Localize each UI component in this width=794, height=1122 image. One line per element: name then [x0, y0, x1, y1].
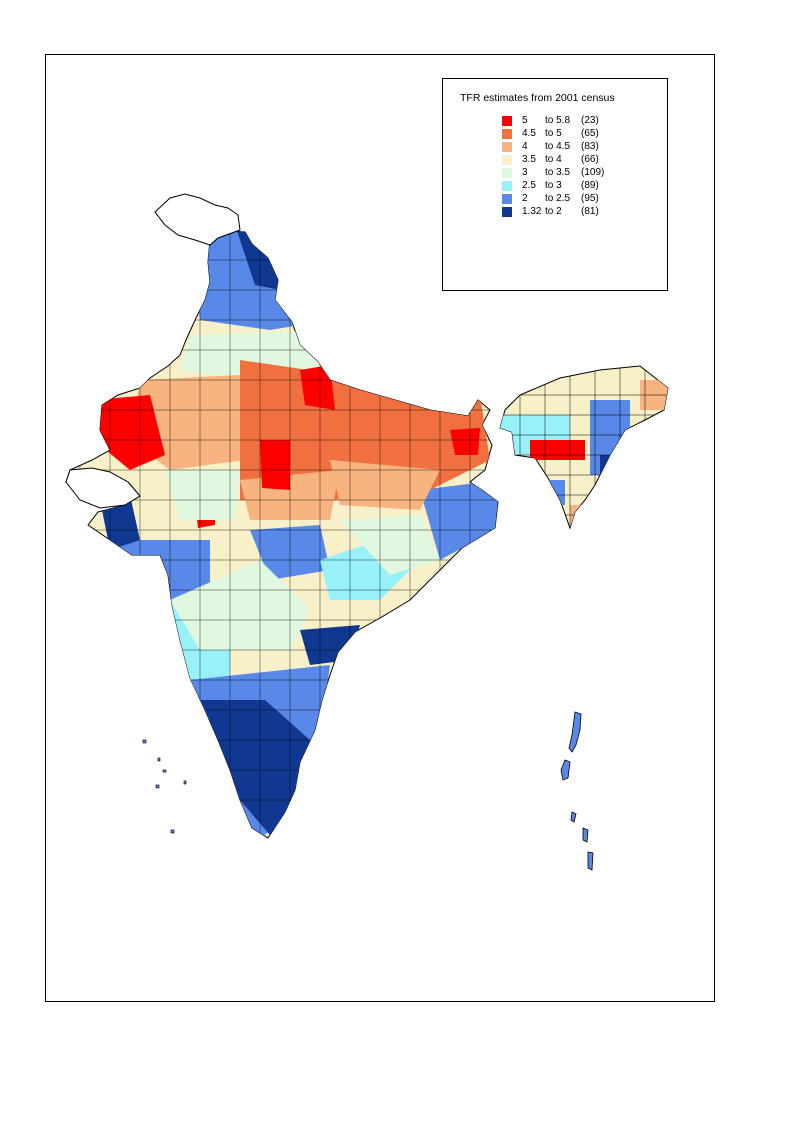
legend-swatch — [502, 181, 512, 191]
andaman-nicobar-islands — [560, 711, 594, 871]
legend-swatch — [502, 207, 512, 217]
legend-swatch — [502, 129, 512, 139]
map-frame — [45, 54, 715, 1002]
legend-swatch — [502, 142, 512, 152]
legend-title: TFR estimates from 2001 census — [460, 92, 615, 104]
legend-swatch — [502, 194, 512, 204]
legend-swatch — [502, 155, 512, 165]
no-data-region-north — [154, 193, 241, 246]
no-data-region-west — [65, 467, 141, 509]
map-legend: TFR estimates from 2001 census 5 to 5.8 … — [442, 78, 668, 291]
lakshadweep-islands — [142, 739, 187, 834]
legend-swatch — [502, 116, 512, 126]
legend-swatch — [502, 168, 512, 178]
